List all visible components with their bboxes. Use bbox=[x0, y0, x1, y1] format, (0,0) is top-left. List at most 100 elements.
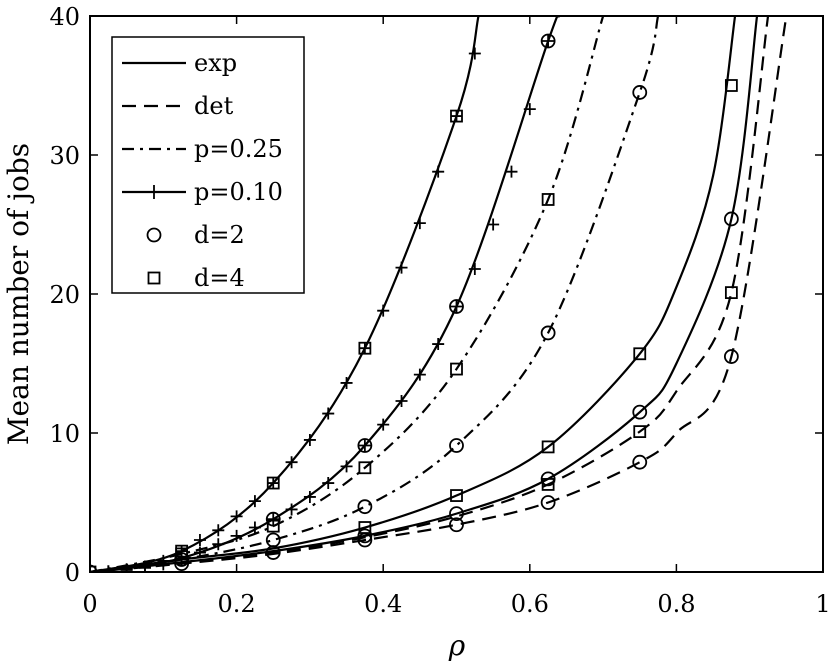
legend-label-2: p=0.25 bbox=[194, 135, 283, 163]
plus-marker-series_1-8 bbox=[248, 521, 261, 534]
circle-marker-7 bbox=[357, 528, 373, 544]
chart-markers bbox=[90, 33, 739, 572]
circle-marker-20 bbox=[632, 85, 648, 100]
square-marker-7 bbox=[358, 341, 372, 355]
plus-marker-series_0-16 bbox=[395, 261, 408, 274]
plus-marker-series_1-23 bbox=[523, 103, 536, 116]
plus-marker-series_0-6 bbox=[212, 524, 225, 537]
series-line-6 bbox=[90, 16, 770, 572]
plus-marker-series_0-11 bbox=[303, 433, 316, 446]
circle-marker-13 bbox=[449, 299, 464, 314]
square-marker-5 bbox=[358, 521, 372, 534]
plus-marker-series_1-9 bbox=[267, 513, 280, 526]
circle-marker-9 bbox=[357, 438, 373, 453]
legend-symbol-5 bbox=[147, 271, 161, 285]
square-marker-4 bbox=[266, 476, 280, 490]
plus-marker-series_0-14 bbox=[358, 342, 371, 355]
legend-symbol-4 bbox=[146, 227, 162, 243]
circle-marker-2 bbox=[174, 552, 190, 567]
square-marker-14 bbox=[633, 425, 647, 439]
plus-marker-series_0-10 bbox=[285, 456, 298, 469]
plus-marker-series_1-13 bbox=[340, 460, 353, 473]
legend-label-5: d=4 bbox=[194, 264, 245, 292]
series-line-1 bbox=[90, 16, 561, 572]
plus-marker-series_1-10 bbox=[285, 503, 298, 516]
plus-marker-series_0-19 bbox=[450, 110, 463, 123]
plus-marker-series_1-6 bbox=[212, 538, 225, 551]
plus-marker-series_0-9 bbox=[267, 477, 280, 490]
square-marker-10 bbox=[450, 109, 463, 123]
plus-marker-series_1-21 bbox=[487, 218, 500, 231]
circle-marker-5 bbox=[265, 511, 281, 527]
y-tick-label-0: 0 bbox=[65, 559, 80, 587]
x-tick-label-3: 0.6 bbox=[511, 590, 549, 618]
circle-marker-19 bbox=[632, 404, 648, 420]
x-tick-label-0: 0 bbox=[82, 590, 97, 618]
y-tick-label-4: 40 bbox=[49, 3, 80, 31]
plus-marker-series_0-5 bbox=[193, 534, 206, 547]
plus-marker-series_1-22 bbox=[505, 165, 518, 178]
circle-marker-10 bbox=[449, 517, 464, 533]
plus-marker-series_1-12 bbox=[322, 477, 335, 490]
chart-legend: exp det p=0.25 p=0.10 d=2 d=4 bbox=[111, 36, 305, 294]
legend-label-4: d=2 bbox=[194, 221, 245, 249]
plus-marker-series_1-19 bbox=[450, 300, 463, 313]
plus-marker-series_0-18 bbox=[432, 165, 445, 178]
plus-marker-series_1-3 bbox=[157, 558, 170, 571]
circle-marker-8 bbox=[357, 499, 373, 515]
legend-box bbox=[111, 36, 305, 294]
circle-marker-4 bbox=[265, 532, 281, 548]
square-marker-9 bbox=[450, 362, 463, 376]
series-line-4 bbox=[90, 16, 737, 572]
plus-marker-series_0-17 bbox=[413, 217, 426, 230]
y-axis-title: Mean number of jobs bbox=[2, 143, 35, 445]
plus-marker-series_1-16 bbox=[395, 395, 408, 408]
y-tick-label-3: 30 bbox=[49, 142, 80, 170]
circle-marker-14 bbox=[540, 495, 556, 510]
legend-label-3: p=0.10 bbox=[194, 178, 283, 206]
plus-marker-series_0-15 bbox=[377, 304, 390, 317]
square-marker-15 bbox=[633, 347, 647, 361]
series-line-5 bbox=[90, 16, 759, 572]
plus-marker-series_1-7 bbox=[230, 529, 243, 542]
square-marker-11 bbox=[541, 478, 555, 491]
circle-marker-11 bbox=[449, 506, 464, 522]
x-tick-label-2: 0.4 bbox=[364, 590, 402, 618]
plus-marker-series_0-20 bbox=[468, 47, 481, 60]
y-tick-label-1: 10 bbox=[49, 420, 80, 448]
circle-marker-15 bbox=[540, 471, 556, 487]
plus-marker-series_1-17 bbox=[413, 368, 426, 381]
y-tick-label-2: 20 bbox=[49, 281, 80, 309]
plus-marker-series_1-1 bbox=[120, 563, 133, 572]
series-line-2 bbox=[90, 16, 605, 572]
square-marker-6 bbox=[358, 461, 372, 475]
x-tick-label-1: 0.2 bbox=[218, 590, 256, 618]
plus-marker-series_0-12 bbox=[322, 407, 335, 420]
square-marker-12 bbox=[541, 440, 555, 454]
square-marker-17 bbox=[724, 79, 738, 92]
plus-marker-series_1-15 bbox=[377, 418, 390, 431]
legend-label-0: exp bbox=[194, 49, 237, 77]
plus-marker-series_1-18 bbox=[432, 338, 445, 351]
circle-marker-21 bbox=[723, 349, 739, 364]
square-marker-13 bbox=[541, 193, 555, 206]
circle-marker-18 bbox=[632, 454, 648, 470]
square-marker-2 bbox=[175, 544, 189, 558]
circle-marker-12 bbox=[449, 438, 464, 453]
plus-marker-series_0-8 bbox=[248, 495, 261, 508]
plus-marker-series_0-13 bbox=[340, 376, 353, 389]
x-axis-title: ρ bbox=[448, 629, 466, 662]
legend-label-1: det bbox=[194, 92, 234, 120]
plus-marker-series_1-5 bbox=[193, 546, 206, 559]
square-marker-8 bbox=[450, 489, 463, 502]
plus-marker-series_1-20 bbox=[468, 262, 481, 275]
circle-marker-17 bbox=[540, 33, 556, 49]
plus-marker-series_1-24 bbox=[542, 35, 555, 48]
x-tick-label-5: 1 bbox=[815, 590, 830, 618]
legend-plus-3 bbox=[147, 185, 161, 199]
x-tick-label-4: 0.8 bbox=[657, 590, 695, 618]
square-marker-3 bbox=[266, 519, 280, 533]
square-marker-16 bbox=[724, 286, 738, 300]
